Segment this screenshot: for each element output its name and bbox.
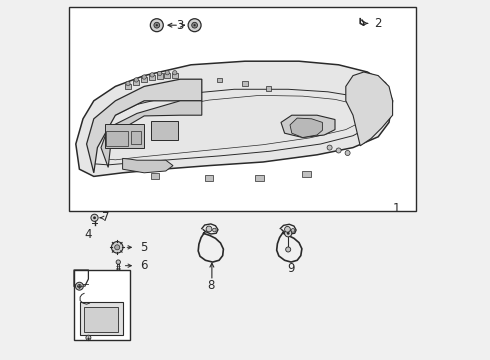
Circle shape: [172, 71, 177, 75]
Bar: [302, 171, 311, 177]
Text: 2: 2: [374, 17, 381, 30]
Circle shape: [142, 75, 147, 79]
Circle shape: [93, 216, 96, 219]
Polygon shape: [76, 61, 392, 176]
Bar: [255, 175, 264, 181]
Circle shape: [345, 150, 350, 156]
Circle shape: [116, 260, 121, 264]
Text: 9: 9: [288, 262, 295, 275]
Circle shape: [156, 24, 158, 26]
Circle shape: [287, 232, 290, 235]
Text: 7: 7: [102, 211, 110, 224]
Bar: [130, 131, 141, 144]
Circle shape: [134, 78, 139, 82]
Bar: [205, 175, 213, 181]
Polygon shape: [290, 118, 322, 138]
Text: 8: 8: [207, 279, 215, 292]
Polygon shape: [87, 79, 202, 173]
Circle shape: [115, 245, 120, 250]
Polygon shape: [346, 72, 392, 146]
Text: 6: 6: [141, 259, 148, 272]
Polygon shape: [141, 77, 147, 82]
Circle shape: [206, 226, 212, 232]
Polygon shape: [122, 158, 173, 173]
Circle shape: [77, 284, 81, 288]
Circle shape: [213, 228, 216, 232]
Bar: [151, 173, 159, 179]
Circle shape: [91, 214, 98, 221]
Text: 5: 5: [141, 241, 148, 254]
Polygon shape: [243, 81, 247, 86]
Bar: [117, 264, 120, 270]
Polygon shape: [164, 73, 170, 78]
Bar: [106, 131, 128, 146]
Polygon shape: [133, 80, 139, 85]
Polygon shape: [172, 73, 178, 78]
Polygon shape: [125, 84, 131, 89]
Polygon shape: [217, 78, 222, 82]
Text: 4: 4: [85, 228, 92, 240]
Circle shape: [126, 81, 130, 86]
Bar: [80, 302, 122, 335]
Polygon shape: [281, 115, 335, 138]
Bar: [104, 124, 144, 148]
Polygon shape: [266, 86, 271, 91]
Circle shape: [75, 282, 83, 290]
Circle shape: [336, 148, 341, 153]
Circle shape: [86, 335, 91, 340]
Circle shape: [285, 230, 292, 237]
Text: 3: 3: [176, 19, 184, 32]
Bar: [84, 307, 118, 332]
Circle shape: [157, 71, 162, 76]
Bar: [151, 121, 178, 140]
Circle shape: [150, 19, 163, 32]
Circle shape: [291, 229, 294, 232]
Polygon shape: [101, 101, 202, 167]
Polygon shape: [157, 73, 163, 79]
Circle shape: [285, 226, 291, 232]
Circle shape: [188, 19, 201, 32]
Circle shape: [327, 145, 332, 150]
Circle shape: [194, 24, 196, 26]
Circle shape: [286, 247, 291, 252]
Text: 1: 1: [392, 202, 400, 215]
Polygon shape: [149, 75, 155, 80]
Circle shape: [154, 22, 160, 28]
Circle shape: [192, 22, 197, 28]
Circle shape: [111, 242, 123, 253]
Bar: [74, 270, 130, 340]
Circle shape: [165, 71, 170, 75]
Bar: [69, 7, 416, 211]
Circle shape: [150, 73, 154, 77]
